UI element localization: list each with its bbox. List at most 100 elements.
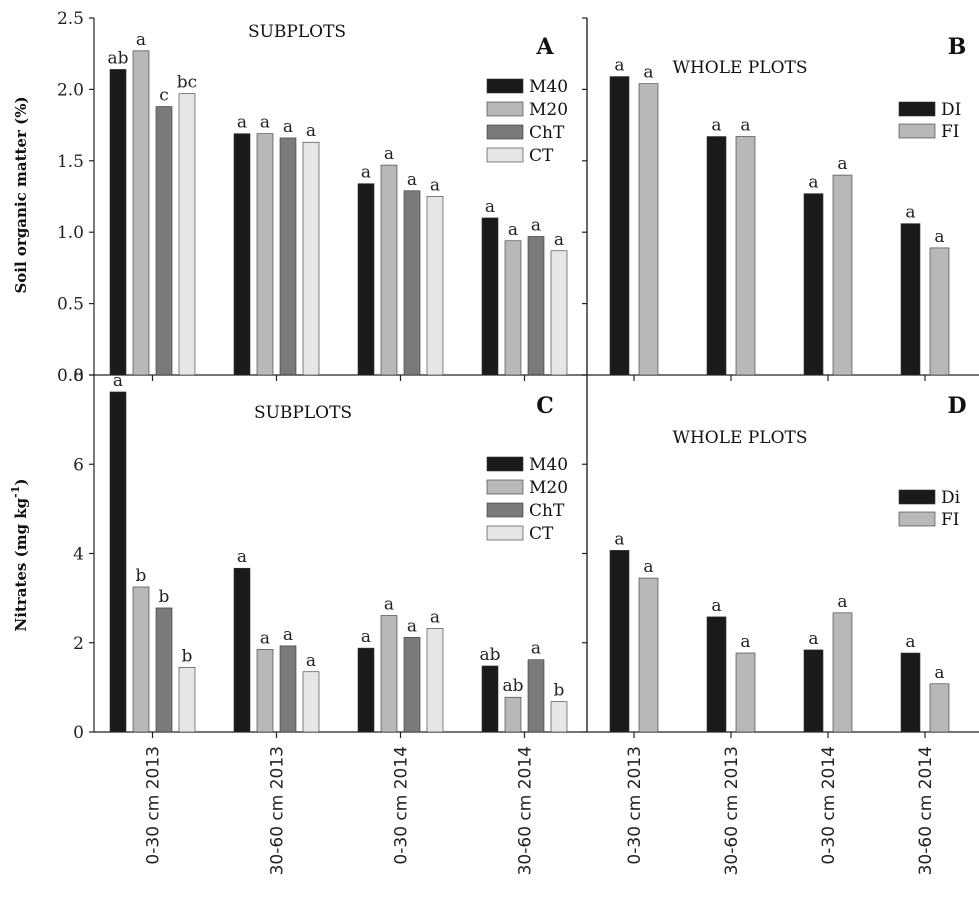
panel-a-bar — [256, 133, 274, 376]
panel-b-bar-label: a — [934, 227, 944, 247]
panel-c-bar-label: ab — [479, 645, 500, 665]
y-axis-label-top: Soil organic matter (%) — [12, 96, 30, 293]
panel-c-bar-label: a — [113, 371, 123, 391]
panel-b-legend-label: DI — [941, 100, 961, 120]
panel-c-x-tick-label: 0-30 cm 2014 — [392, 746, 412, 865]
panel-c-bar — [481, 665, 499, 733]
panel-c-legend-swatch — [486, 456, 524, 472]
panel-c-legend-label: CT — [529, 524, 554, 544]
panel-a-bar-label: a — [283, 117, 293, 137]
panel-c-bar-label: a — [283, 625, 293, 645]
panel-c-bar — [233, 567, 251, 733]
panel-a-bar — [155, 106, 173, 376]
panel-a-legend-swatch — [486, 147, 524, 163]
panel-b-bar — [735, 136, 756, 376]
panel-c-bar — [132, 586, 150, 733]
panel-d-title: WHOLE PLOTS — [673, 428, 808, 448]
panel-a-bar-label: a — [554, 230, 564, 250]
panel-a-legend-label: CT — [529, 146, 554, 166]
panel-b: B WHOLE PLOTS — [673, 34, 967, 78]
panel-c-bar — [178, 666, 196, 733]
panel-b-bar-label: a — [837, 154, 847, 174]
panel-a-bar — [109, 69, 127, 376]
panel-a-bar-label: c — [159, 86, 169, 106]
panel-a-bar — [550, 250, 568, 376]
panel-a-bar-label: a — [136, 30, 146, 50]
panel-b-bar-label: a — [643, 63, 653, 83]
panel-c-bar — [155, 607, 173, 733]
panel-d-bar-label: a — [614, 529, 624, 549]
panel-c-x-tick-label: 30-60 cm 2013 — [268, 746, 288, 875]
panel-b-bar — [638, 83, 659, 376]
panel-a-bar-label: a — [306, 121, 316, 141]
panel-d-legend-swatch — [898, 511, 936, 527]
panel-a-y-tick-label: 1.0 — [57, 223, 84, 243]
panel-b-bar — [706, 136, 727, 376]
panel-c-bar — [302, 671, 320, 733]
panel-c-bar-label: a — [361, 627, 371, 647]
panel-a-letter: A — [535, 34, 554, 60]
panel-d-x-tick-label: 30-60 cm 2014 — [916, 746, 936, 875]
panel-d-bar — [900, 652, 921, 733]
panel-b-bar — [832, 174, 853, 376]
panel-d-bar-label: a — [905, 632, 915, 652]
panel-a-bar-label: ab — [107, 48, 128, 68]
panel-a-legend-swatch — [486, 101, 524, 117]
panel-c-y-tick-label: 0 — [73, 723, 84, 743]
panel-a-bar-label: a — [260, 113, 270, 133]
panel-a-bar-label: a — [407, 170, 417, 190]
panel-d-x-tick-label: 30-60 cm 2013 — [722, 746, 742, 875]
panel-c-bar — [279, 645, 297, 733]
panel-c-y-tick-label: 2 — [73, 634, 84, 654]
panel-d-legend-label: Di — [941, 488, 961, 508]
panel-c-x-tick-label: 30-60 cm 2014 — [516, 746, 536, 875]
y-axis-label-bottom-close: ) — [12, 478, 30, 485]
panel-c-bar-label: a — [306, 651, 316, 671]
panel-a-bar-label: a — [485, 197, 495, 217]
panel-b-bar-label: a — [614, 56, 624, 76]
panel-c-bar — [426, 628, 444, 733]
panel-c-bar — [550, 701, 568, 733]
panel-d-bar — [929, 683, 950, 733]
panel-b-bar-label: a — [740, 116, 750, 136]
panel-d-letter: D — [947, 393, 966, 419]
panel-c-y-tick-label: 8 — [73, 366, 84, 386]
panel-a-title: SUBPLOTS — [248, 22, 346, 42]
panel-d-bar — [832, 612, 853, 733]
panel-c-bar-label: ab — [502, 676, 523, 696]
panel-d-bar-label: a — [740, 632, 750, 652]
panel-c-bar — [403, 637, 421, 733]
panel-a-bar — [302, 141, 320, 376]
panel-d-x-tick-label: 0-30 cm 2013 — [625, 746, 645, 865]
panel-b-bar — [929, 247, 950, 376]
panel-c-legend-label: M20 — [529, 478, 568, 498]
panel-c-bar-label: b — [136, 566, 147, 586]
panel-b-legend-label: FI — [941, 122, 960, 142]
panel-c-x-tick-label: 0-30 cm 2013 — [144, 746, 164, 865]
panel-c-legend-swatch — [486, 525, 524, 541]
panel-a-legend-label: M20 — [529, 100, 568, 120]
panel-a-bar-label: a — [361, 163, 371, 183]
panel-c-bar-label: a — [430, 607, 440, 627]
panel-c-bar-label: b — [554, 681, 565, 701]
panel-c-bar-label: a — [260, 628, 270, 648]
panel-a-bar — [426, 196, 444, 376]
panel-a-bar — [380, 164, 398, 376]
panel-d-bar-label: a — [643, 557, 653, 577]
panel-d-bar-label: a — [808, 629, 818, 649]
panel-a-bar-label: a — [237, 113, 247, 133]
panel-b-bar — [900, 223, 921, 376]
panel-a-bar — [178, 93, 196, 376]
panel-d-bar-label: a — [837, 592, 847, 612]
panel-d-bar-label: a — [934, 663, 944, 683]
panel-c-bar — [109, 391, 127, 733]
panel-a-legend-swatch — [486, 124, 524, 140]
panel-a-y-tick-label: 0.0 — [57, 366, 84, 386]
panel-d: D WHOLE PLOTS — [673, 393, 967, 448]
panel-a-bar — [132, 50, 150, 376]
panel-a-bar — [357, 183, 375, 376]
panel-b-bar-label: a — [711, 116, 721, 136]
panel-a-legend-label: ChT — [529, 123, 565, 143]
panel-c-bar-label: b — [159, 587, 170, 607]
